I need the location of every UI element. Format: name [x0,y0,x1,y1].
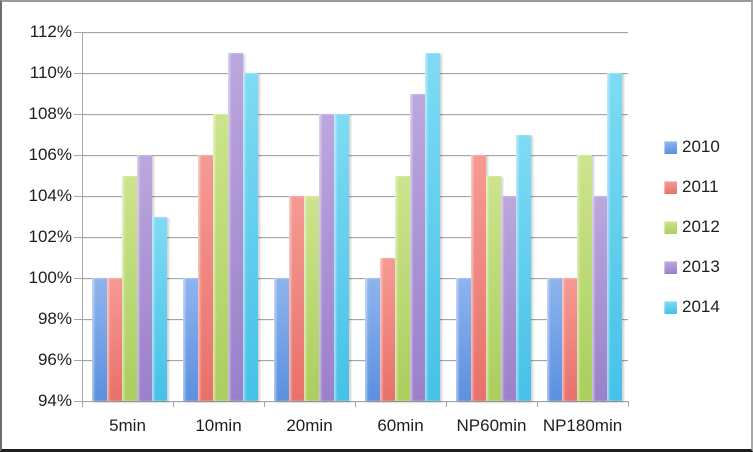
bar-2011-20min [289,196,304,401]
x-axis-label: NP180min [542,416,623,435]
bar-2014-20min [334,114,349,401]
x-axis-tick [264,401,265,407]
y-axis-label: 108% [28,104,72,123]
y-axis-tick [74,196,82,197]
bar-2012-20min [304,196,319,401]
x-axis-label: NP60min [456,416,527,435]
y-axis-tick [74,237,82,238]
bar-2014-10min [243,73,258,401]
legend-swatch-2011 [664,180,677,194]
legend-item-2010: 2010 [664,138,720,156]
y-axis-label: 96% [37,350,72,369]
bar-2014-NP180min [607,73,622,401]
bar-2014-5min [152,216,167,401]
bar-2010-10min [183,278,198,401]
bar-2012-10min [213,114,228,401]
x-axis-label: 5min [109,416,146,435]
legend-swatch-2013 [664,260,677,274]
gridline [82,196,628,197]
legend-label: 2011 [682,177,719,196]
bar-2011-5min [107,278,122,401]
legend-item-2013: 2013 [664,258,720,276]
bar-2012-5min [122,175,137,401]
y-axis-label: 100% [28,268,72,287]
legend-item-2012: 2012 [664,218,720,236]
legend-swatch-2010 [664,140,677,154]
y-axis-tick [74,360,82,361]
bar-2014-NP60min [516,134,531,401]
x-axis-tick [446,401,447,407]
gridline [82,73,628,74]
x-axis-tick [82,401,83,407]
bar-2013-NP180min [592,196,607,401]
gridline [82,319,628,320]
legend-label: 2014 [682,297,720,316]
y-axis-label: 94% [37,391,72,410]
bar-2013-60min [410,93,425,401]
x-axis-tick [355,401,356,407]
legend-item-2011: 2011 [664,178,719,196]
x-axis-tick [173,401,174,407]
x-axis-tick [628,401,629,407]
bar-2010-NP60min [456,278,471,401]
y-axis-label: 112% [29,22,72,41]
bar-2011-60min [380,257,395,401]
bar-2012-NP60min [486,175,501,401]
x-axis-label: 20min [286,416,333,435]
y-axis-label: 106% [28,145,72,164]
x-axis-tick [537,401,538,407]
y-axis-label: 102% [28,227,72,246]
bar-2010-5min [92,278,107,401]
bar-2011-10min [198,155,213,401]
y-axis-line [82,32,83,407]
bar-2013-20min [319,114,334,401]
bar-2010-60min [365,278,380,401]
gridline [82,114,628,115]
y-axis-tick [74,32,82,33]
bar-2011-NP60min [471,155,486,401]
bar-2013-5min [137,155,152,401]
y-axis-tick [74,278,82,279]
legend-label: 2013 [682,257,720,276]
bar-2010-20min [274,278,289,401]
legend-label: 2010 [682,137,720,156]
y-axis-label: 98% [37,309,72,328]
y-axis-tick [74,319,82,320]
bar-2013-10min [228,52,243,401]
gridline [82,278,628,279]
gridline [82,155,628,156]
y-axis-label: 104% [28,186,72,205]
bar-2010-NP180min [547,278,562,401]
bar-2012-60min [395,175,410,401]
bar-2011-NP180min [562,278,577,401]
legend-label: 2012 [682,217,720,236]
bar-2014-60min [425,52,440,401]
legend-swatch-2014 [664,300,677,314]
y-axis-tick [74,401,82,402]
bar-2012-NP180min [577,155,592,401]
legend-swatch-2012 [664,220,677,234]
gridline [82,360,628,361]
bar-2013-NP60min [501,196,516,401]
gridline [82,237,628,238]
y-axis-tick [74,114,82,115]
legend-item-2014: 2014 [664,298,720,316]
x-axis-label: 60min [377,416,424,435]
x-axis-label: 10min [195,416,242,435]
y-axis-tick [74,155,82,156]
y-axis-label: 110% [29,63,72,82]
y-axis-tick [74,73,82,74]
gridline [82,32,628,33]
